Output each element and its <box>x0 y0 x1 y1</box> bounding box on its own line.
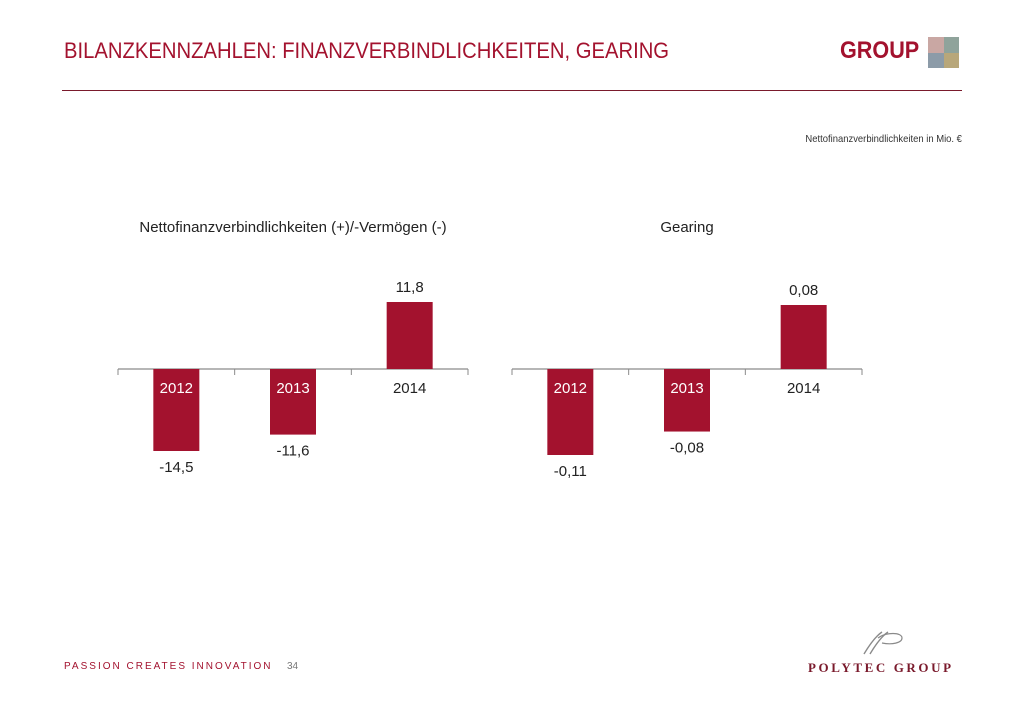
page-number: 34 <box>287 661 299 672</box>
category-label: 2014 <box>393 380 426 397</box>
bar-2014 <box>386 302 433 369</box>
bar-2013 <box>270 369 316 435</box>
brand-logo-icon <box>928 37 959 68</box>
category-label: 2013 <box>670 380 703 397</box>
data-label: 11,8 <box>396 279 424 296</box>
footer-company: POLYTEC GROUP <box>808 660 954 675</box>
bar-2013 <box>664 369 710 432</box>
data-label: -11,6 <box>276 443 309 460</box>
polytec-logo-icon <box>863 631 903 655</box>
category-label: 2012 <box>160 380 193 397</box>
brand-label: GROUP <box>840 37 920 64</box>
category-label: 2014 <box>787 380 820 397</box>
data-label: -0,08 <box>670 440 704 457</box>
bar-2012 <box>153 369 200 451</box>
footer-tagline: PASSION CREATES INNOVATION <box>64 661 273 672</box>
data-label: -14,5 <box>159 459 193 476</box>
unit-note: Nettofinanzverbindlichkeiten in Mio. € <box>805 133 962 145</box>
bar-2012 <box>547 369 594 455</box>
page-title: BILANZKENNZAHLEN: FINANZVERBINDLICHKEITE… <box>64 38 670 63</box>
category-label: 2013 <box>276 380 309 397</box>
chart-title: Gearing <box>660 219 713 236</box>
chart-title: Nettofinanzverbindlichkeiten (+)/-Vermög… <box>139 219 446 236</box>
category-label: 2012 <box>554 380 587 397</box>
data-label: 0,08 <box>789 282 818 299</box>
data-label: -0,11 <box>554 463 587 480</box>
header-divider <box>62 90 962 91</box>
bar-2014 <box>780 305 827 369</box>
